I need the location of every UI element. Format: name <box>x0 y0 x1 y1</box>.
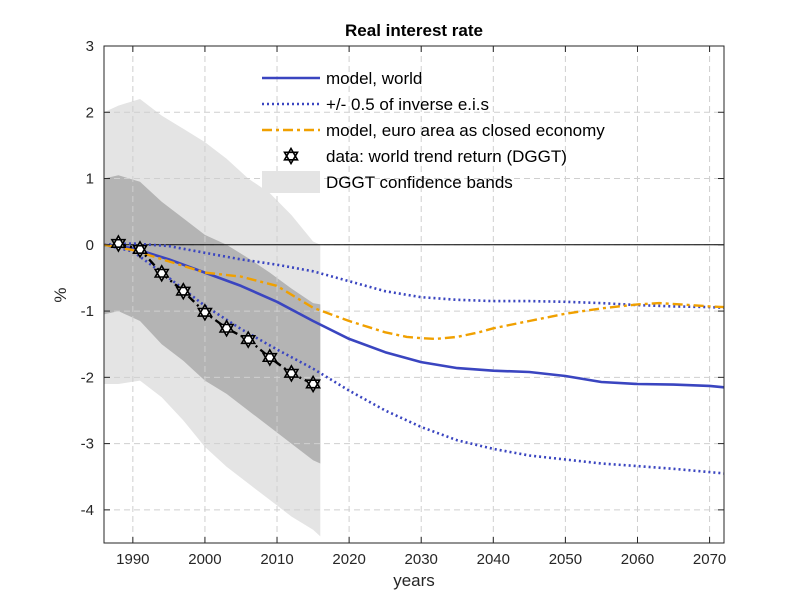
legend-label: +/- 0.5 of inverse e.i.s <box>326 95 489 114</box>
x-tick-label: 2030 <box>405 551 438 568</box>
data-point-marker <box>261 348 278 367</box>
y-tick-label: 1 <box>86 171 94 188</box>
legend-swatch-confidence-bands <box>262 171 320 193</box>
legend-label: DGGT confidence bands <box>326 173 513 192</box>
y-tick-label: -3 <box>81 436 94 453</box>
data-point-marker <box>110 234 127 253</box>
x-tick-label: 2060 <box>621 551 654 568</box>
y-tick-label: -4 <box>81 502 94 519</box>
legend-label: data: world trend return (DGGT) <box>326 147 567 166</box>
data-point-marker <box>305 374 321 394</box>
data-line <box>118 242 314 386</box>
series-line-1 <box>103 242 725 310</box>
x-tick-label: 2040 <box>477 551 510 568</box>
legend-label: model, euro area as closed economy <box>326 121 605 140</box>
series-line-3 <box>103 243 725 341</box>
y-tick-label: 3 <box>86 38 94 55</box>
legend-swatch-data-marker <box>283 146 299 166</box>
data-point-marker <box>175 282 192 301</box>
x-tick-label: 2010 <box>260 551 293 568</box>
x-axis-title: years <box>393 571 435 590</box>
x-tick-label: 1990 <box>116 551 149 568</box>
axes-frame <box>103 45 725 544</box>
legend-label: model, world <box>326 69 422 88</box>
x-tick-label: 2070 <box>693 551 726 568</box>
data-point-marker <box>283 364 300 383</box>
plot-area: 1990 2000 2010 2020 2030 2040 2050 2060 2070 3 2 1 0… <box>81 38 727 568</box>
y-axis-title: % <box>51 287 70 302</box>
data-point-marker <box>132 240 148 259</box>
data-point-marker <box>197 303 213 322</box>
data-point-marker <box>240 330 257 349</box>
confidence-band-inner <box>104 175 321 464</box>
x-tick-label: 2050 <box>549 551 582 568</box>
y-tick-label: -2 <box>81 369 94 386</box>
x-tick-label: 2020 <box>332 551 365 568</box>
y-tick-label: -1 <box>81 303 94 320</box>
data-point-marker <box>218 319 235 338</box>
y-tick-label: 0 <box>86 237 94 254</box>
chart-title: Real interest rate <box>345 21 483 40</box>
data-point-marker <box>153 264 170 283</box>
y-tick-label: 2 <box>86 104 94 121</box>
series-line-0 <box>103 243 725 389</box>
x-tick-label: 2000 <box>188 551 221 568</box>
